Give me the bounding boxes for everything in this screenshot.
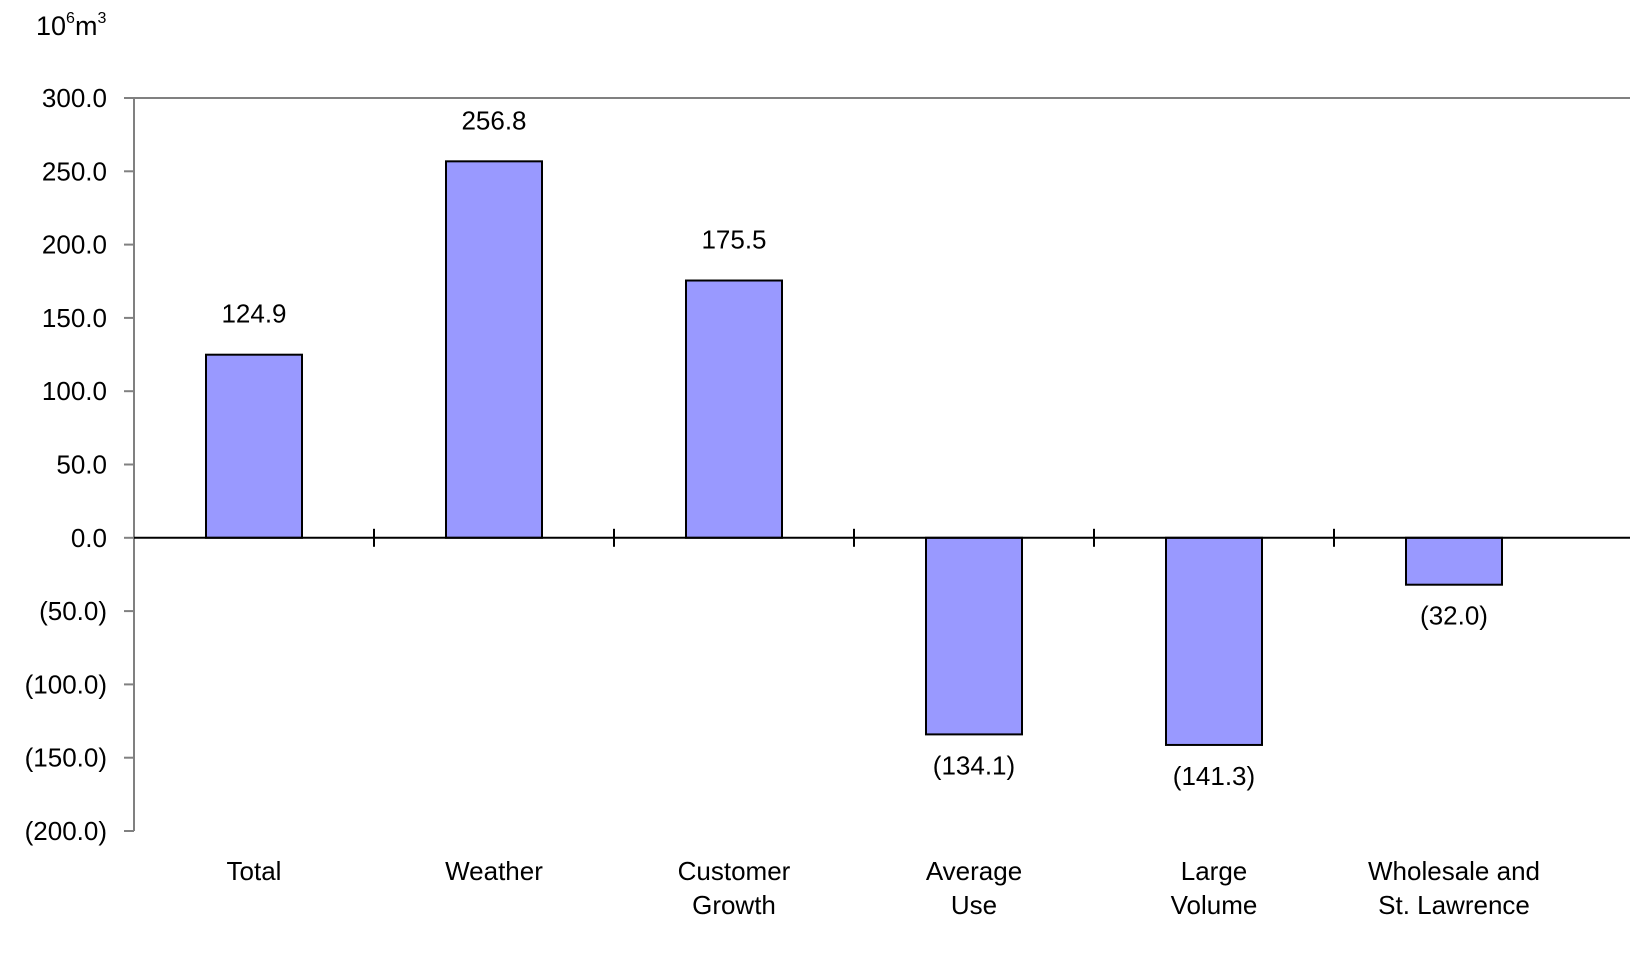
y-tick-label: 0.0	[71, 523, 107, 553]
x-category-label-line: Volume	[1171, 890, 1258, 920]
y-tick-label: 150.0	[42, 303, 107, 333]
bar	[1405, 536, 1503, 586]
y-axis-unit-label: 106m3	[36, 10, 107, 41]
x-category-label: Average Use	[926, 856, 1022, 920]
data-labels: 124.9 256.8 175.5 (134.1) (141.3) (32.0)	[221, 105, 1488, 791]
plot-area	[133, 97, 1630, 831]
bar	[205, 353, 303, 539]
data-label: (134.1)	[933, 750, 1015, 780]
bar	[1165, 536, 1263, 746]
x-category-label: Weather	[445, 856, 543, 886]
y-tick-label: 100.0	[42, 376, 107, 406]
x-category-label-line: Customer	[678, 856, 791, 886]
x-category-label-line: Growth	[692, 890, 776, 920]
x-category-label-line: Use	[951, 890, 997, 920]
bar	[925, 536, 1023, 736]
x-category-label-line: Weather	[445, 856, 543, 886]
bar	[685, 279, 783, 539]
x-axis	[134, 528, 1630, 547]
x-category-label: Total	[227, 856, 282, 886]
x-category-label-line: Total	[227, 856, 282, 886]
x-category-label: Large Volume	[1171, 856, 1258, 920]
y-tick-label: (150.0)	[25, 743, 107, 773]
y-tick-label: (50.0)	[39, 596, 107, 626]
data-label: (32.0)	[1420, 601, 1488, 631]
x-category-label-line: Average	[926, 856, 1022, 886]
data-label: (141.3)	[1173, 761, 1255, 791]
y-tick-label: (100.0)	[25, 669, 107, 699]
x-category-label: Customer Growth	[678, 856, 791, 920]
x-category-label-line: Wholesale and	[1368, 856, 1540, 886]
x-category-label: Wholesale and St. Lawrence	[1368, 856, 1540, 920]
y-axis: 300.0 250.0 200.0 150.0 100.0 50.0 0.0 (50.0) (1…	[25, 83, 134, 846]
data-label: 124.9	[221, 299, 286, 329]
bar	[445, 160, 543, 539]
y-tick-label: 200.0	[42, 230, 107, 260]
x-category-label-line: Large	[1181, 856, 1248, 886]
y-tick-label: 300.0	[42, 83, 107, 113]
data-label: 256.8	[461, 105, 526, 135]
y-tick-label: 250.0	[42, 156, 107, 186]
bar-series	[205, 160, 1503, 746]
y-tick-label: (200.0)	[25, 816, 107, 846]
x-axis-category-labels: Total Weather Customer Growth Average Use Larg…	[227, 856, 1540, 920]
data-label: 175.5	[701, 225, 766, 255]
y-tick-label: 50.0	[56, 450, 107, 480]
x-category-label-line: St. Lawrence	[1378, 890, 1530, 920]
